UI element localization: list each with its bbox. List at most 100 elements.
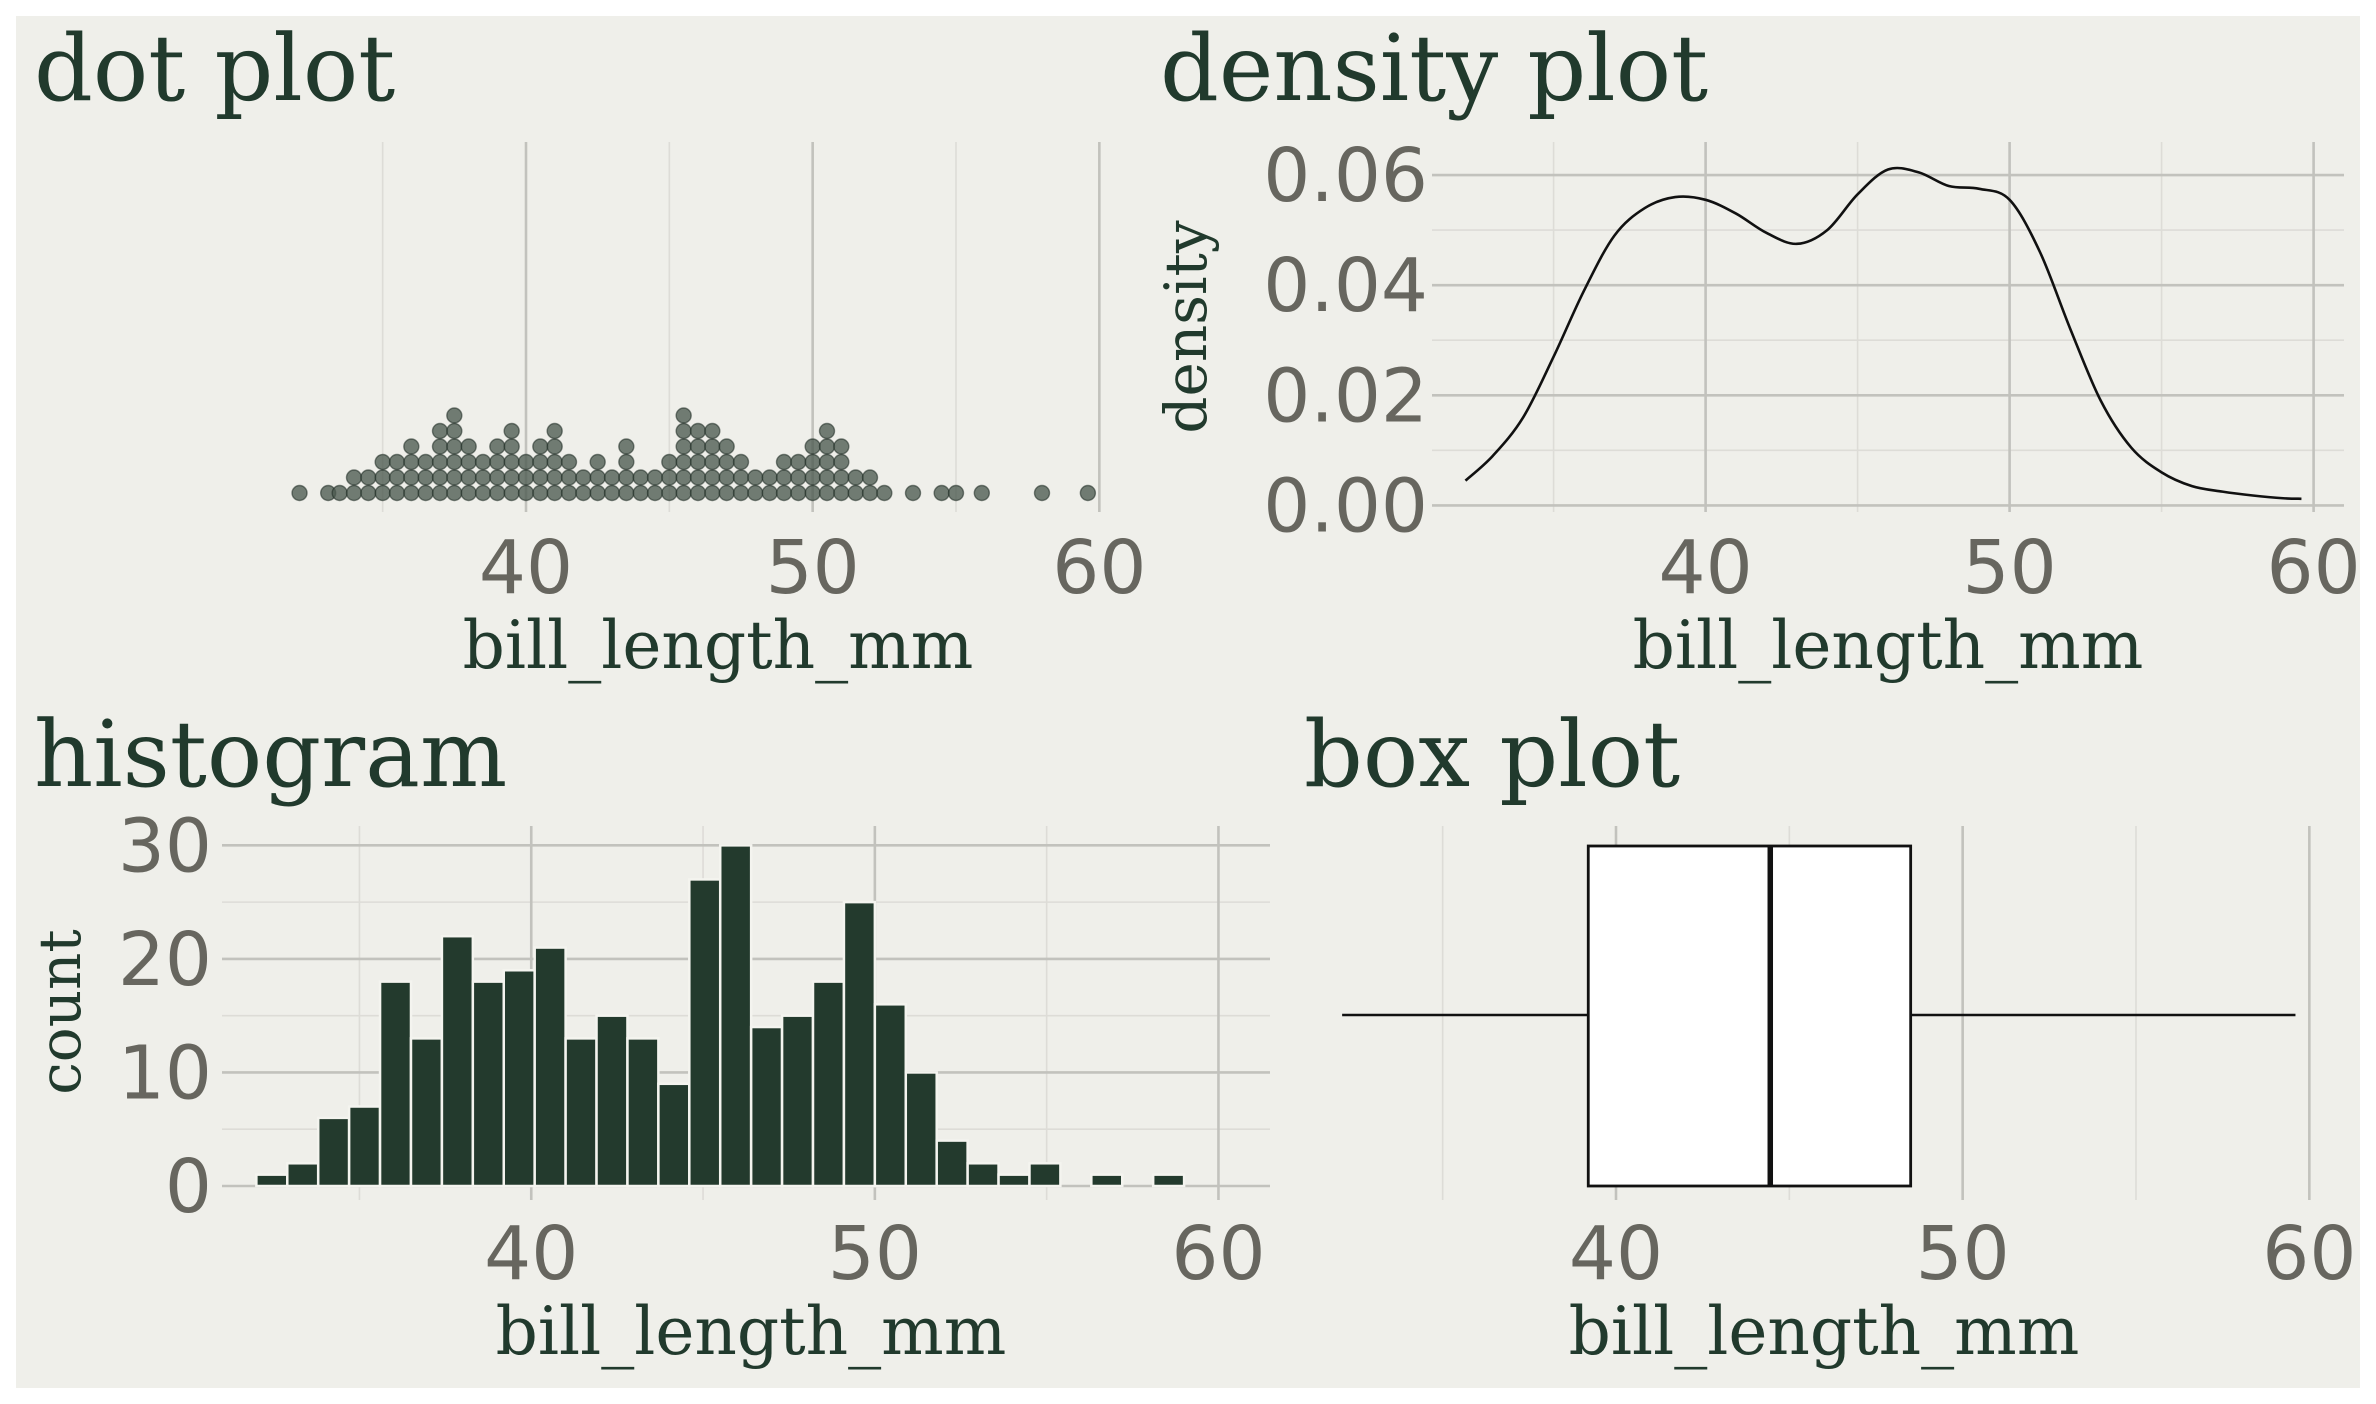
dot-point <box>446 407 463 424</box>
histogram-bar <box>595 1014 629 1188</box>
x-axis-label: bill_length_mm <box>1633 607 2144 684</box>
dot-point <box>446 469 463 486</box>
dot-point <box>661 469 678 486</box>
dot-point <box>904 484 922 502</box>
dot-point <box>646 469 664 486</box>
dot-point <box>431 469 449 486</box>
dot-point <box>833 453 850 471</box>
dot-point <box>775 484 793 502</box>
dot-point <box>603 484 621 502</box>
dot-point <box>374 453 391 471</box>
dot-point <box>761 469 778 486</box>
dot-point <box>718 469 735 486</box>
dot-point <box>704 422 721 440</box>
dot-point <box>833 484 850 502</box>
histogram-bar <box>873 1003 908 1188</box>
dot-point <box>704 469 721 486</box>
dot-point <box>446 422 463 440</box>
dot-point <box>818 469 836 486</box>
dot-point <box>804 484 821 502</box>
dot-point <box>532 453 549 471</box>
dot-point <box>661 484 678 502</box>
x-axis-label: bill_length_mm <box>496 1293 1007 1370</box>
dot-point <box>575 484 592 502</box>
dot-point <box>388 484 406 502</box>
dot-point <box>517 453 535 471</box>
dot-point <box>818 484 836 502</box>
dot-point <box>775 453 793 471</box>
y-axis-label: density <box>1152 220 1220 433</box>
dot-point <box>732 484 750 502</box>
dot-point <box>833 438 850 455</box>
dot-point <box>675 422 692 440</box>
dot-point <box>546 469 563 486</box>
histogram-bar <box>657 1082 691 1188</box>
dot-point <box>489 438 506 455</box>
dot-point <box>589 469 606 486</box>
dot-point <box>689 453 707 471</box>
dot-point <box>489 469 506 486</box>
y-tick-label: 0 <box>165 1144 212 1230</box>
dot-point <box>704 453 721 471</box>
dot-point <box>474 469 492 486</box>
dot-point <box>403 469 420 486</box>
dot-point <box>675 484 692 502</box>
histogram-bar <box>286 1162 320 1188</box>
dot-point <box>1033 484 1051 502</box>
histogram-bar <box>842 900 877 1188</box>
dot-point <box>474 453 492 471</box>
histogram-bar <box>502 969 536 1188</box>
dot-point <box>790 453 807 471</box>
dot-point <box>847 469 864 486</box>
histogram-bar <box>688 878 722 1188</box>
dot-point <box>732 469 750 486</box>
dot-point <box>675 469 692 486</box>
y-tick-label: 0.00 <box>1263 463 1428 549</box>
y-tick-label: 30 <box>118 803 212 889</box>
dot-point <box>388 453 406 471</box>
histogram-bar <box>718 844 753 1188</box>
dot-point <box>589 453 606 471</box>
dot-point <box>388 469 406 486</box>
histogram-bar <box>409 1037 444 1188</box>
dot-point <box>345 469 363 486</box>
dot-point <box>532 438 549 455</box>
dot-point <box>374 484 391 502</box>
dot-point <box>775 469 793 486</box>
box-iqr <box>1586 844 1913 1188</box>
histogram-bar <box>626 1037 660 1188</box>
dot-point <box>503 484 520 502</box>
histogram-bar <box>935 1139 969 1188</box>
dot-point <box>503 469 520 486</box>
dot-point <box>618 453 635 471</box>
dot-point <box>704 484 721 502</box>
y-tick-label: 0.06 <box>1263 133 1428 219</box>
dot-point <box>331 484 348 502</box>
dot-point <box>517 484 535 502</box>
dot-point <box>618 438 635 455</box>
y-tick-label: 20 <box>118 917 212 1003</box>
x-tick-label: 60 <box>2262 1211 2356 1297</box>
dot-point <box>474 484 492 502</box>
density-curve <box>1464 166 2302 501</box>
histogram-bar <box>440 934 475 1188</box>
dot-point <box>761 484 778 502</box>
dot-point <box>973 484 990 502</box>
dot-point <box>417 484 434 502</box>
dot-point <box>818 453 836 471</box>
dot-point <box>732 453 750 471</box>
dot-point <box>861 484 879 502</box>
histogram-bar <box>780 1014 815 1188</box>
histogram-bar <box>1028 1162 1062 1188</box>
dot-point <box>532 484 549 502</box>
dot-point <box>718 484 735 502</box>
x-tick-label: 40 <box>1569 1211 1663 1297</box>
dot-point <box>818 422 836 440</box>
y-axis-label: count <box>26 929 94 1094</box>
dot-point <box>503 453 520 471</box>
x-tick-label: 60 <box>1171 1211 1265 1297</box>
dot-point <box>403 438 420 455</box>
x-tick-label: 40 <box>1659 525 1753 611</box>
dot-point <box>403 484 420 502</box>
